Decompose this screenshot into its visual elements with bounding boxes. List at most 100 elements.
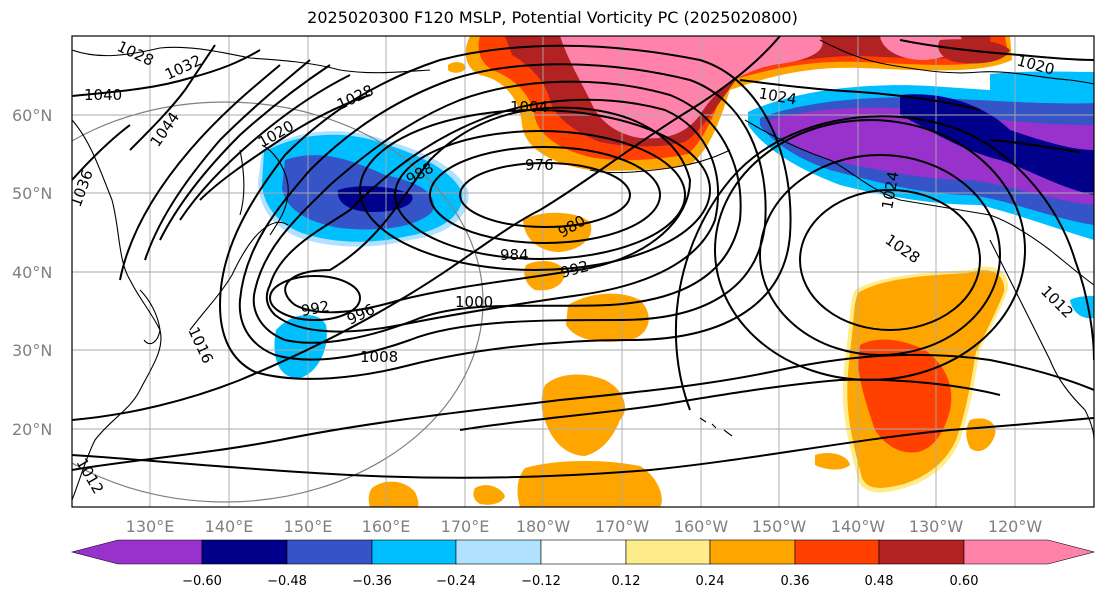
isobar-992-low (269, 275, 361, 321)
coastline-arctic (819, 39, 1094, 85)
isobar-1008 (218, 44, 792, 380)
isobar-1036-west (119, 64, 281, 281)
isobar-label-984: 984 (500, 246, 529, 264)
isobar-label-1008: 1008 (360, 348, 398, 366)
isobar-south-a (72, 417, 1094, 479)
isobar-1004 (238, 63, 767, 361)
isobars (72, 36, 1094, 479)
pv-orange-east-small2 (815, 453, 850, 470)
colorbar-seg-neg-0-48 (201, 539, 288, 565)
colorbar-tick-neg-0-48: −0.48 (267, 574, 307, 589)
isobar-1020-west (199, 94, 371, 201)
isobar-1032-west (144, 59, 311, 261)
isobar-high-1024 (759, 154, 1001, 356)
coastline-aleutians (589, 149, 731, 174)
lat-label-50n: 50°N (12, 184, 52, 203)
pv-orange-mid (566, 293, 649, 342)
pv-negative-shading (258, 71, 1094, 379)
isobar-980 (429, 146, 661, 244)
pv-orange-south-c (368, 481, 419, 507)
coastline-kamchatka (261, 144, 289, 236)
isobar-ne-1020b (989, 139, 1081, 153)
pv-red-east (858, 339, 952, 453)
coastline-alaska (744, 119, 1094, 286)
colorbar-tick-pos-0-24: 0.24 (696, 574, 725, 589)
isobar-nw-extra (72, 124, 131, 181)
isobar-high-outer (674, 115, 1094, 411)
coastline-hawaii (699, 417, 733, 437)
isobar-1012 (72, 353, 1094, 471)
colorbar-tick-pos-0-48: 0.48 (865, 574, 894, 589)
colorbar-seg-neutral (540, 539, 627, 565)
isobar-ne-1024 (739, 79, 981, 111)
isobar-1024-west (179, 74, 351, 221)
isobar-1040-west (72, 49, 261, 97)
isobar-label-1000: 1000 (455, 293, 493, 311)
isobar-1028-west (159, 64, 331, 241)
isobar-label-976: 976 (525, 156, 554, 174)
isobar-976 (459, 162, 631, 228)
lat-label-30n: 30°N (12, 341, 52, 360)
isobar-label-1040: 1040 (84, 86, 122, 104)
isobar-south-b (459, 378, 1001, 431)
colorbar-tick-pos-0-12: 0.12 (612, 574, 641, 589)
colorbar-tick-neg-0-24: −0.24 (436, 574, 476, 589)
pv-pink-core (560, 36, 823, 139)
isobar-1044-west (129, 44, 216, 151)
lon-label-120w: 120°W (988, 517, 1043, 536)
pv-orange-south-b (517, 461, 662, 507)
isobar-996 (265, 98, 719, 333)
lon-label-180w: 180°W (516, 517, 571, 536)
isobar-ne-1020 (899, 39, 1094, 61)
isobar-992 (284, 106, 692, 314)
lon-label-170w: 170°W (595, 517, 650, 536)
colorbar-tick-pos-0-36: 0.36 (781, 574, 810, 589)
colorbar-seg-neg-0-12 (455, 539, 542, 565)
colorbar-seg-pos-0-48 (878, 539, 965, 565)
lat-label-60n: 60°N (12, 106, 52, 125)
isobar-label-992-w: 992 (300, 297, 331, 320)
lon-label-130w: 130°W (909, 517, 964, 536)
lon-label-140w: 140°W (831, 517, 886, 536)
pv-orange-south-d (473, 485, 505, 505)
isobar-high-1028 (799, 189, 981, 331)
colorbar-seg-pos-0-24 (709, 539, 796, 565)
colorbar-seg-pos-0-36 (794, 539, 880, 565)
colorbar: −0.60 −0.48 −0.36 −0.24 −0.12 0.12 0.24 … (70, 539, 1096, 589)
coastline-japan (189, 221, 289, 331)
lon-label-170e: 170°E (441, 517, 490, 536)
lon-label-160w: 160°W (674, 517, 729, 536)
colorbar-seg-pos-0-12 (625, 539, 711, 565)
colorbar-seg-neg-0-60 (70, 539, 203, 565)
coastline-sakhalin (239, 149, 245, 216)
colorbar-seg-neg-0-36 (286, 539, 373, 565)
lat-label-20n: 20°N (12, 420, 52, 439)
coastline-korea (139, 289, 161, 345)
lon-label-140e: 140°E (205, 517, 254, 536)
colorbar-tick-pos-0-60: 0.60 (950, 574, 979, 589)
lat-label-40n: 40°N (12, 263, 52, 282)
pv-cyan-north-strip (990, 71, 1094, 100)
domain-circle (72, 101, 484, 503)
lon-label-130e: 130°E (126, 517, 175, 536)
pv-navy-northeast (900, 94, 1094, 195)
colorbar-tick-neg-0-36: −0.36 (352, 574, 392, 589)
latitude-labels: 20°N 30°N 40°N 50°N 60°N (12, 106, 52, 439)
isobar-1016 (72, 36, 781, 421)
coastline-siberia (72, 46, 431, 74)
isobar-high-1020 (714, 119, 1026, 381)
colorbar-tick-neg-0-12: −0.12 (521, 574, 561, 589)
lon-label-160e: 160°E (362, 517, 411, 536)
isobar-1000 (252, 80, 742, 344)
colorbar-tick-neg-0-60: −0.60 (182, 574, 222, 589)
colorbar-seg-neg-0-24 (371, 539, 457, 565)
pv-orange-nw-dot (448, 62, 466, 73)
longitude-labels: 130°E 140°E 150°E 160°E 170°E 180°W 170°… (126, 517, 1043, 536)
isobar-label-1004: 1004 (510, 98, 548, 116)
map-plot-area: 1040 1032 1028 1044 1036 1028 1020 1004 … (72, 36, 1094, 507)
lon-label-150e: 150°E (284, 517, 333, 536)
lon-label-150w: 150°W (752, 517, 807, 536)
colorbar-seg-pos-0-60 (963, 539, 1096, 565)
isobar-984 (394, 130, 686, 260)
